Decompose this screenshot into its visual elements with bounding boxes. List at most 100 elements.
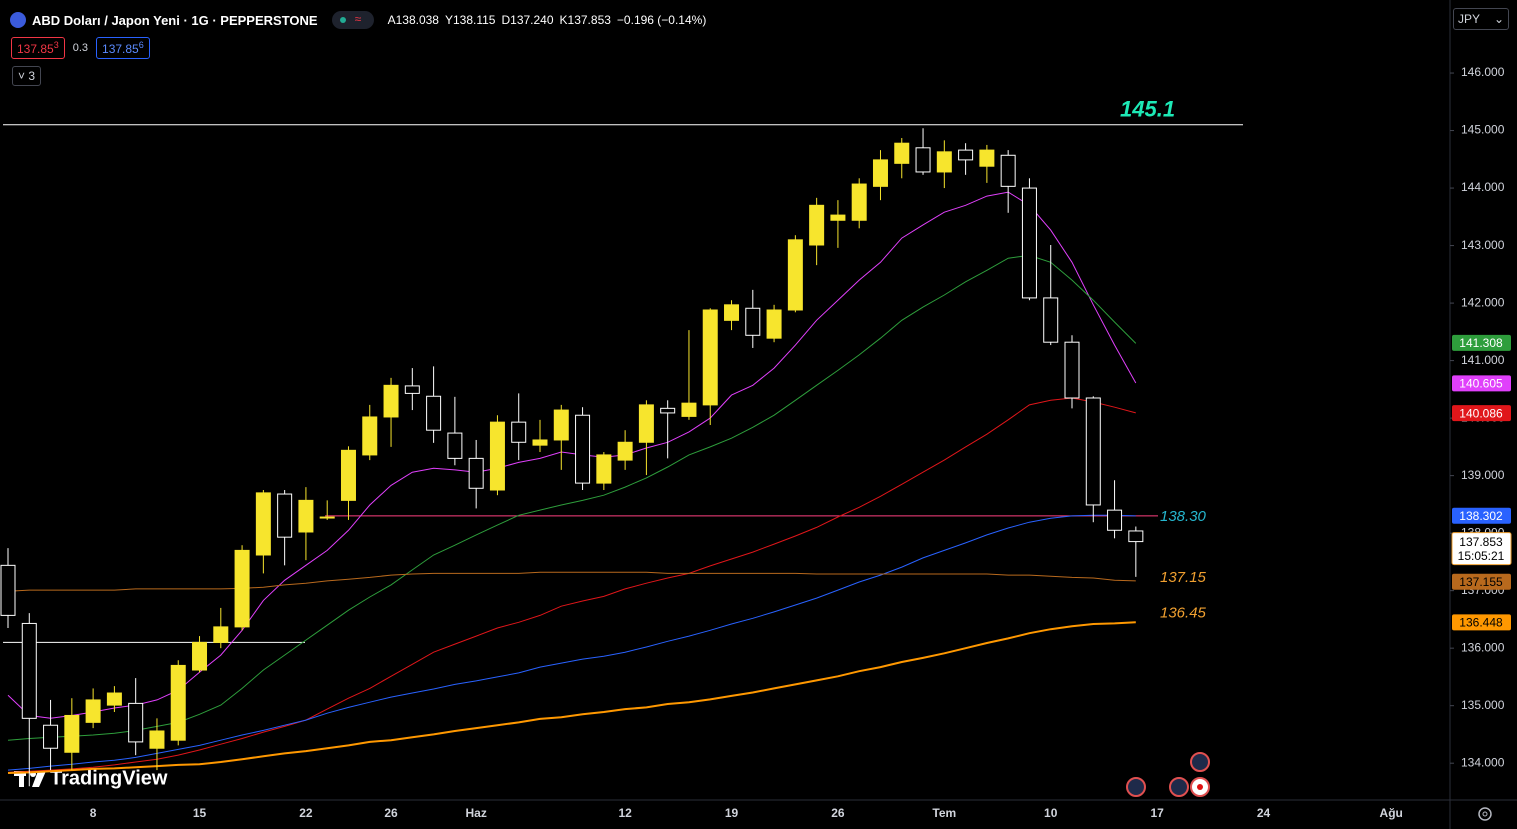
candle-body [936, 151, 952, 173]
settings-icon[interactable] [1478, 807, 1492, 821]
candle-body [340, 449, 356, 501]
buy-button[interactable]: 137.856 [96, 37, 150, 59]
candle-body [1064, 341, 1080, 399]
currency-select[interactable]: JPY ⌄ [1453, 8, 1509, 30]
candle-body [1107, 509, 1123, 531]
y-tick-label: 144.000 [1461, 180, 1505, 194]
x-tick-label: 15 [193, 806, 207, 820]
y-tick-label: 139.000 [1461, 468, 1505, 482]
currency: JPY [1458, 12, 1481, 26]
candle-body [766, 309, 782, 339]
price-tag [1452, 573, 1511, 590]
y-tick-label: 134.000 [1461, 755, 1505, 769]
candle-body [596, 454, 612, 484]
candle-body [64, 714, 80, 753]
event-icons [1126, 752, 1210, 797]
x-tick-label: Tem [932, 806, 956, 820]
status-pill[interactable]: ≈ [331, 11, 374, 29]
price-tags: 140.605 141.308 140.086 138.302 137.155 136.4… [1451, 334, 1512, 631]
candle-body [170, 664, 186, 741]
candle-body [830, 214, 846, 221]
candle-body [745, 307, 761, 336]
candle-body [617, 441, 633, 461]
logo-text: TradingView [50, 767, 168, 789]
candles [0, 128, 1144, 787]
level-label: 138.30 [1160, 508, 1207, 525]
event-icon[interactable] [1169, 777, 1189, 797]
gear-center [1482, 811, 1488, 817]
level-label: 145.1 [1120, 97, 1175, 122]
price-tag [1452, 334, 1511, 351]
candle-body [319, 516, 335, 519]
last-price-label: 137.853 [1459, 535, 1503, 549]
candle-body [0, 564, 16, 616]
candle-body [787, 239, 803, 311]
candle-body [213, 626, 229, 643]
y-tick-label: 141.000 [1461, 353, 1505, 367]
price-tag [1452, 405, 1511, 422]
logo-mark [32, 771, 46, 787]
candle-body [192, 641, 208, 671]
symbol-title[interactable]: ABD Doları / Japon Yeni · 1G · PEPPERSTO… [32, 12, 318, 28]
level-label: 137.15 [1160, 569, 1207, 586]
candle-body [809, 204, 825, 246]
candle-body [851, 183, 867, 221]
candle-body [915, 147, 931, 173]
candle-body [426, 395, 442, 431]
chevron: ⌄ [1493, 12, 1504, 26]
price-tag-label: 138.302 [1459, 509, 1503, 523]
ohlc-close: K137.853 [559, 13, 611, 27]
candle-body [681, 402, 697, 417]
candle-body [362, 416, 378, 456]
indicator-count: 3 [28, 69, 36, 83]
indicators-toggle[interactable]: ˅ 3 [12, 66, 42, 86]
price-tag [1452, 375, 1511, 392]
gear[interactable] [1478, 807, 1492, 821]
y-tick-label: 135.000 [1461, 698, 1505, 712]
candle-body [532, 439, 548, 446]
candle-body [638, 404, 654, 443]
status-wave: ≈ [354, 12, 362, 26]
countdown: 15:05:21 [1458, 549, 1505, 563]
candle-body [894, 142, 910, 164]
price-tag-label: 136.448 [1459, 616, 1503, 630]
y-tick-label: 143.000 [1461, 238, 1505, 252]
price-tag [1452, 507, 1511, 524]
sell-button[interactable]: 137.853 [11, 37, 65, 59]
y-tick-label: 136.000 [1461, 640, 1505, 654]
spread: 0.3 [72, 42, 89, 54]
candle-body [724, 304, 740, 321]
x-tick-label: 24 [1257, 806, 1271, 820]
y-tick-label: 142.000 [1461, 295, 1505, 309]
candle-body [447, 432, 463, 459]
candle-body [106, 692, 122, 706]
price-tag-label: 141.308 [1459, 336, 1503, 350]
candle-body [234, 549, 250, 628]
ma-line [7, 397, 1136, 773]
price-tag-label: 140.086 [1459, 406, 1503, 420]
x-tick-label: Ağu [1380, 806, 1403, 820]
logo-mark [19, 771, 24, 787]
candle-body [511, 421, 527, 443]
sell-pip: 3 [53, 40, 59, 50]
candle-body [872, 159, 888, 187]
ma-line [7, 191, 1137, 719]
event-icon[interactable] [1126, 777, 1146, 797]
candle-body [404, 385, 420, 394]
candle-body [277, 493, 293, 538]
x-tick-label: 26 [384, 806, 398, 820]
trade-row: 137.853 0.3 137.856 [11, 37, 150, 59]
candle-body [383, 384, 399, 418]
ohlc-open: A138.038 [387, 13, 439, 27]
event-icon[interactable] [1190, 752, 1210, 772]
x-tick-label: 19 [725, 806, 739, 820]
candle-body [85, 699, 101, 723]
levels: 145.1 138.30 137.15 136.45 [3, 97, 1243, 643]
x-tick-label: Haz [465, 806, 486, 820]
x-tick-label: 10 [1044, 806, 1058, 820]
candle-body [1000, 154, 1016, 187]
price-tag-label: 140.605 [1459, 376, 1503, 390]
price-tag [1452, 614, 1511, 631]
